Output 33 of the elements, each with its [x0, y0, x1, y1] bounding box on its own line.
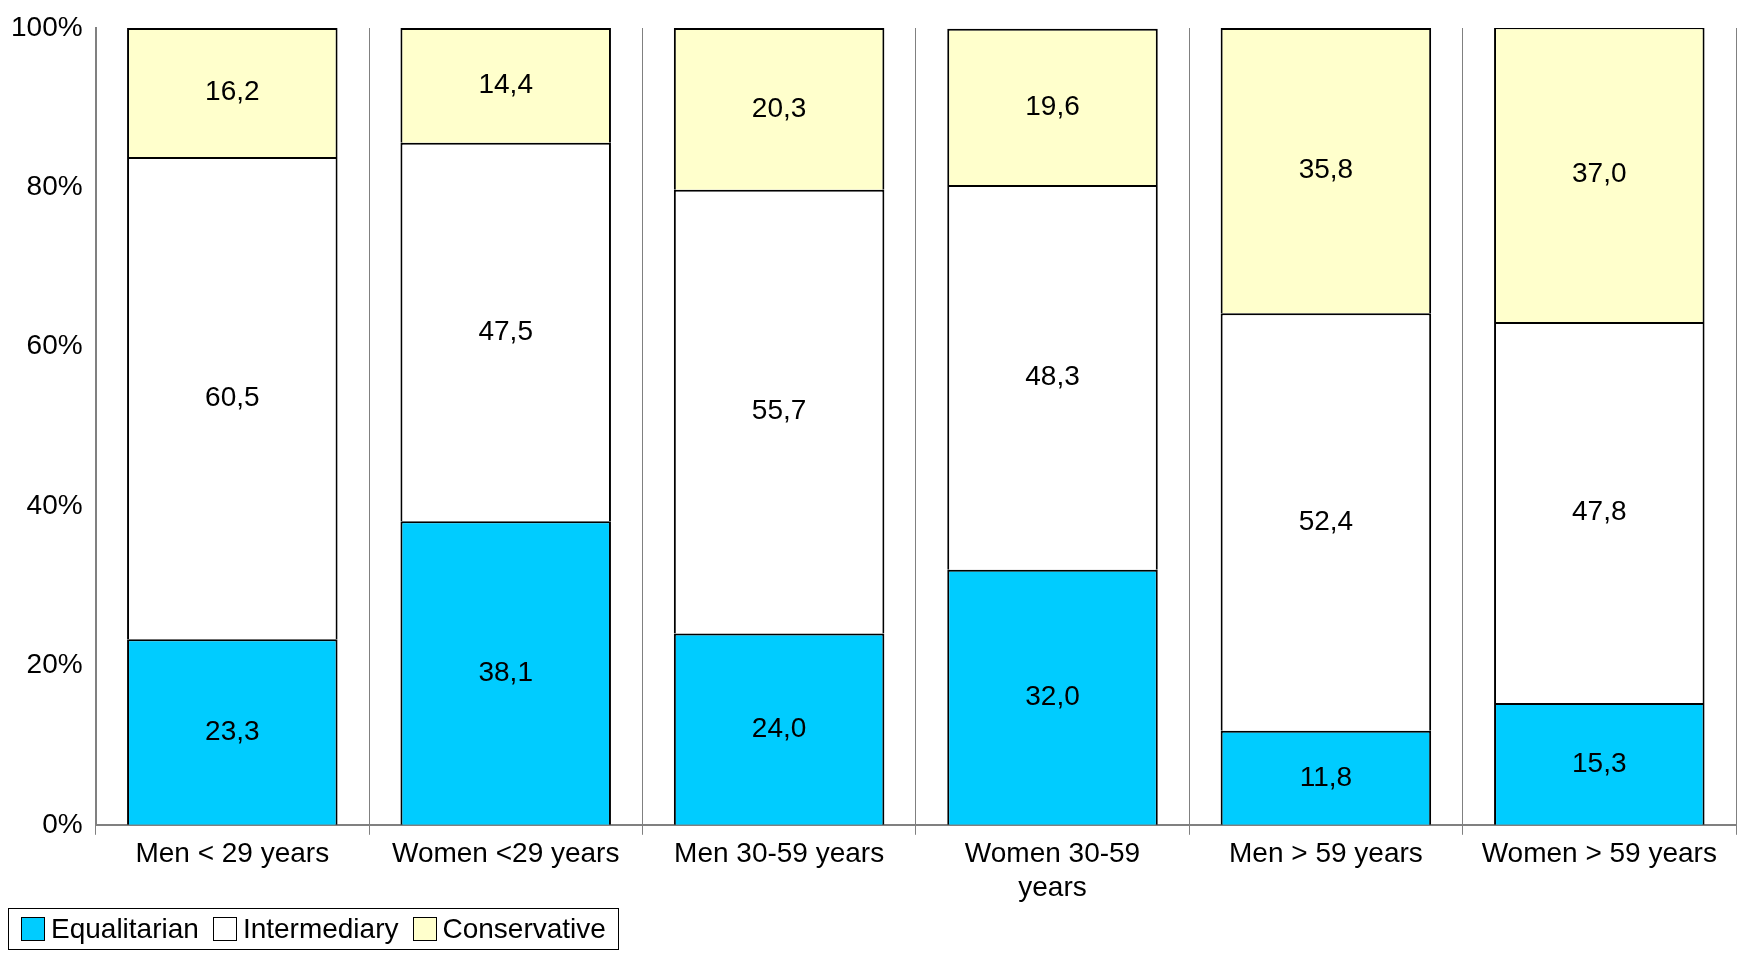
text: 52,4 [1298, 504, 1354, 536]
y-tick-label: 0% [42, 807, 83, 839]
legend-label: Intermediary [242, 913, 399, 945]
text: 55,7 [751, 394, 807, 426]
y-tick-label: 60% [26, 329, 83, 361]
text: 37,0 [1572, 157, 1627, 189]
text: 19,6 [1025, 89, 1080, 121]
y-tick-label: 40% [26, 488, 83, 520]
text: 24,0 [751, 711, 807, 743]
text: 32,0 [1025, 680, 1080, 712]
legend-label: Conservative [442, 913, 606, 945]
text: 15,3 [1572, 746, 1627, 778]
x-tick-label: Women > 59 years [1481, 837, 1717, 869]
text: 60,5 [205, 380, 260, 412]
text: 14,4 [478, 68, 533, 100]
text: 35,8 [1298, 153, 1354, 185]
text: 47,5 [478, 314, 533, 346]
text: 47,8 [1572, 495, 1627, 527]
y-tick-label: 80% [26, 170, 83, 202]
y-tick-label: 100% [10, 10, 83, 42]
legend-label: Equalitarian [51, 913, 199, 945]
x-tick-label: Men > 59 years [1229, 837, 1423, 869]
x-tick-label: Women 30-59 years [964, 837, 1141, 902]
text: 11,8 [1299, 760, 1353, 792]
text: 48,3 [1025, 360, 1080, 392]
x-tick-label: Men < 29 years [135, 837, 330, 869]
x-tick-label: Men 30-59 years [674, 837, 885, 869]
text: 16,2 [205, 75, 260, 107]
text: 23,3 [205, 714, 260, 746]
x-tick-label: Women <29 years [391, 837, 620, 869]
text: 38,1 [478, 655, 533, 687]
y-tick-label: 20% [26, 648, 83, 680]
text: 20,3 [751, 91, 807, 123]
